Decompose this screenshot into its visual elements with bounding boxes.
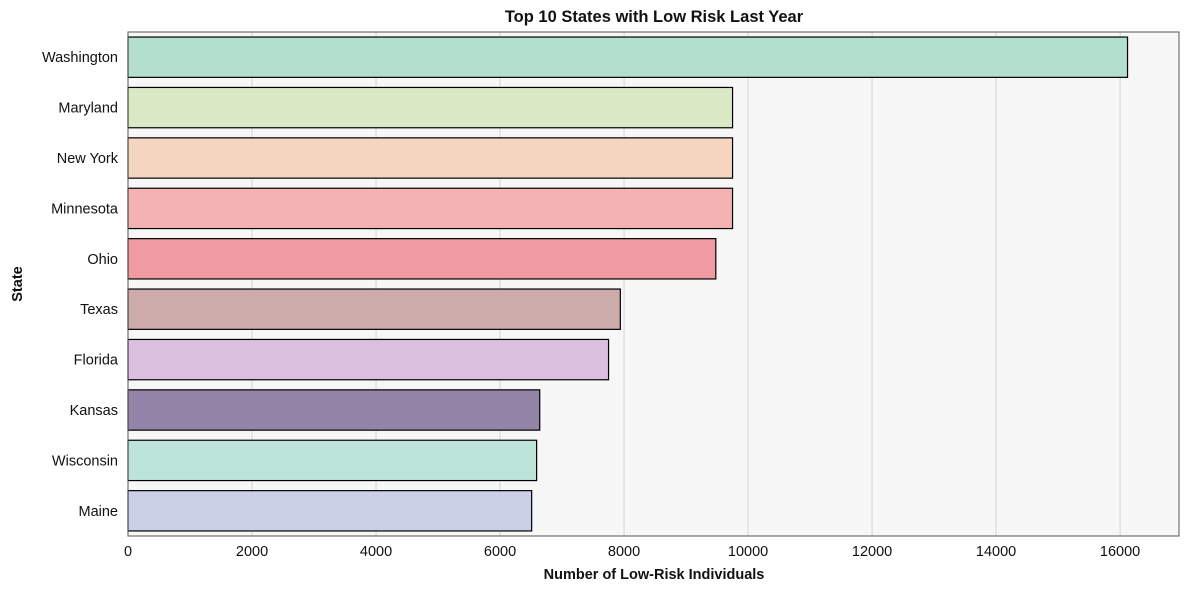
y-tick-label: Kansas [70, 403, 118, 419]
bar-washington [127, 36, 1129, 78]
bar-minnesota [127, 187, 734, 230]
chart-title: Top 10 States with Low Risk Last Year [505, 8, 804, 26]
bar-maryland [127, 86, 734, 129]
bar-ohio [127, 238, 717, 280]
x-tick-label: 6000 [484, 544, 516, 560]
plot-frame [127, 31, 1180, 537]
x-tick-label: 2000 [236, 544, 268, 560]
y-tick-label: Maryland [58, 101, 118, 117]
y-tick-label: Wisconsin [52, 453, 118, 469]
y-tick-label: Texas [80, 302, 118, 318]
y-tick-label: Washington [42, 50, 118, 66]
bar-new-york [127, 137, 734, 179]
bar-kansas [127, 389, 541, 431]
y-tick-labels: Washington Maryland New York Minnesota Ohio T… [42, 50, 119, 520]
bar-florida [127, 338, 610, 381]
x-tick-labels: 0 2000 4000 6000 8000 10000 12000 14000 16000 [124, 544, 1140, 560]
y-axis-label: State [10, 266, 26, 301]
x-tick-label: 14000 [976, 544, 1016, 560]
x-tick-label: 12000 [852, 544, 892, 560]
bar-wisconsin [127, 439, 538, 482]
x-tick-label: 16000 [1100, 544, 1140, 560]
bar-maine [127, 490, 533, 532]
y-tick-label: Maine [79, 504, 119, 520]
bar-texas [127, 288, 621, 330]
x-axis-label: Number of Low-Risk Individuals [544, 567, 765, 583]
x-tick-label: 8000 [608, 544, 640, 560]
x-tick-label: 4000 [360, 544, 392, 560]
y-tick-label: Ohio [87, 252, 118, 268]
y-tick-label: New York [57, 151, 119, 167]
y-tick-label: Minnesota [51, 201, 119, 217]
y-tick-label: Florida [74, 353, 119, 369]
x-tick-label: 10000 [728, 544, 768, 560]
x-tick-label: 0 [124, 544, 132, 560]
